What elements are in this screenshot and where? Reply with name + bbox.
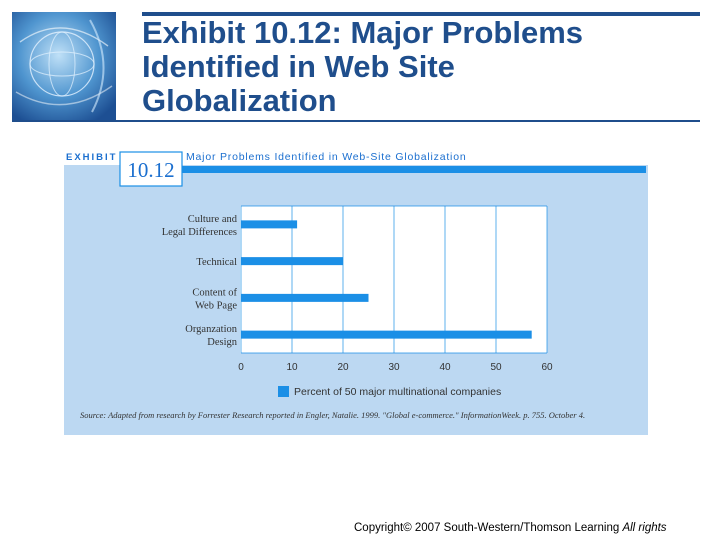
- x-tick-label: 0: [238, 362, 244, 373]
- bar: [241, 330, 532, 339]
- category-label: Design: [207, 337, 237, 348]
- category-label: Technical: [196, 257, 237, 268]
- bar: [241, 293, 369, 302]
- exhibit-heading: Major Problems Identified in Web-Site Gl…: [186, 151, 466, 163]
- category-label: Legal Differences: [162, 227, 237, 238]
- category-label: Web Page: [195, 300, 237, 311]
- exhibit-header-bar: [182, 166, 646, 173]
- legend-swatch: [278, 386, 289, 397]
- x-tick-label: 50: [490, 362, 502, 373]
- x-tick-label: 30: [388, 362, 400, 373]
- source-note: Source: Adapted from research by Forrest…: [80, 410, 585, 420]
- copyright-notice: Copyright© 2007 South-Western/Thomson Le…: [354, 522, 714, 534]
- exhibit-header-band: [64, 148, 648, 165]
- exhibit-label: EXHIBIT: [66, 152, 117, 163]
- bar: [241, 257, 343, 266]
- globe-image: [12, 12, 116, 120]
- x-tick-label: 10: [286, 362, 298, 373]
- category-label: Culture and: [188, 214, 238, 225]
- exhibit-number: 10.12: [127, 158, 174, 182]
- slide-title: Exhibit 10.12: Major Problems Identified…: [142, 15, 584, 118]
- rights-text: All rights: [622, 522, 667, 534]
- x-tick-label: 40: [439, 362, 451, 373]
- copyright-text: Copyright© 2007 South-Western/Thomson Le…: [354, 522, 620, 534]
- bar: [241, 220, 298, 229]
- title-top-rule: [142, 12, 700, 16]
- x-tick-label: 20: [337, 362, 349, 373]
- x-tick-label: 60: [541, 362, 553, 373]
- title-bottom-rule: [12, 120, 700, 122]
- category-label: Organzation: [185, 324, 237, 335]
- legend-label: Percent of 50 major multinational compan…: [294, 386, 501, 398]
- category-label: Content of: [192, 287, 237, 298]
